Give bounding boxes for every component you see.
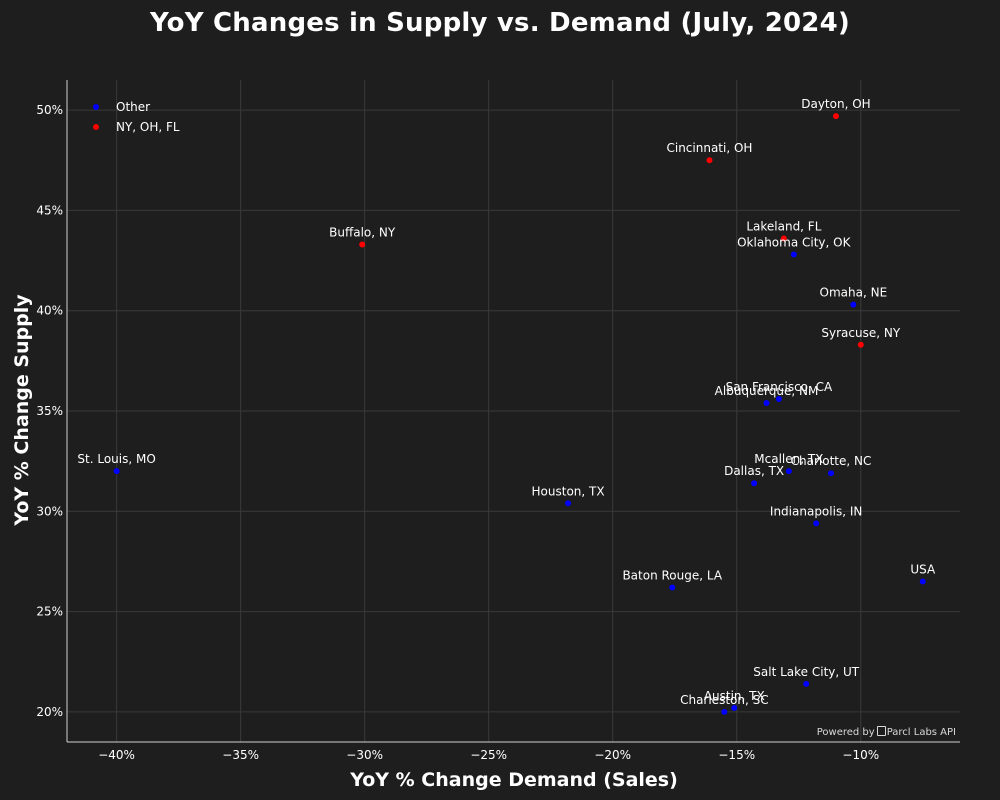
data-point-label: Charleston, SC	[680, 693, 769, 707]
data-point-label: Houston, TX	[532, 484, 605, 498]
data-point-label: Baton Rouge, LA	[622, 569, 722, 583]
legend-marker	[93, 124, 99, 130]
data-point[interactable]	[813, 520, 820, 527]
y-tick-label: 45%	[36, 203, 63, 217]
y-tick-label: 50%	[36, 103, 63, 117]
data-point-label: USA	[910, 563, 936, 577]
data-point[interactable]	[790, 251, 797, 258]
data-point-label: Albuquerque, NM	[715, 384, 819, 398]
data-point[interactable]	[763, 399, 770, 406]
data-point[interactable]	[775, 395, 782, 402]
data-point-label: Dallas, TX	[724, 464, 784, 478]
x-tick-label: −25%	[470, 748, 507, 762]
data-point-label: Charlotte, NC	[791, 454, 872, 468]
data-point[interactable]	[828, 470, 835, 477]
data-point[interactable]	[731, 704, 738, 711]
data-point-label: Salt Lake City, UT	[753, 665, 860, 679]
data-point-label: Mcallen, TX	[754, 452, 823, 466]
data-point[interactable]	[113, 468, 120, 475]
data-point[interactable]	[359, 241, 366, 248]
data-point-label: Oklahoma City, OK	[737, 236, 851, 250]
data-point[interactable]	[780, 235, 787, 242]
data-point-label: Buffalo, NY	[329, 225, 396, 239]
y-tick-label: 35%	[36, 404, 63, 418]
axes: −40% −35% −30% −25% −20% −15% −10% 20% 25% 30% 35%…	[36, 80, 960, 762]
data-point-label: Cincinnati, OH	[666, 141, 752, 155]
parcl-logo-icon	[876, 726, 886, 736]
legend: Other NY, OH, FL	[93, 100, 180, 134]
data-point-label: Omaha, NE	[820, 286, 888, 300]
x-tick-label: −15%	[718, 748, 755, 762]
y-axis-title: YoY % Change Supply	[11, 294, 33, 526]
y-tick-label: 25%	[36, 605, 63, 619]
watermark-brand: Parcl Labs API	[886, 727, 956, 738]
data-point[interactable]	[850, 301, 857, 308]
data-point[interactable]	[803, 680, 810, 687]
point-labels: St. Louis, MO Houston, TX Baton Rouge, LA D…	[77, 97, 936, 707]
data-point[interactable]	[857, 341, 864, 348]
data-point-label: Lakeland, FL	[746, 219, 821, 233]
legend-marker	[93, 104, 99, 110]
x-tick-label: −10%	[842, 748, 879, 762]
grid-lines	[67, 80, 960, 742]
watermark: Powered by Parcl Labs API	[817, 726, 956, 738]
data-point[interactable]	[832, 113, 839, 120]
data-point[interactable]	[751, 480, 758, 487]
x-tick-label: −35%	[222, 748, 259, 762]
data-point-label: St. Louis, MO	[77, 452, 155, 466]
data-point[interactable]	[669, 584, 676, 591]
legend-entry[interactable]: Other	[116, 100, 150, 114]
x-axis-title: YoY % Change Demand (Sales)	[350, 769, 678, 791]
x-tick-label: −20%	[594, 748, 631, 762]
legend-entry[interactable]: NY, OH, FL	[116, 120, 180, 134]
data-point[interactable]	[565, 500, 572, 507]
data-point-label: Syracuse, NY	[821, 326, 900, 340]
chart-title: YoY Changes in Supply vs. Demand (July, …	[150, 8, 850, 38]
data-point[interactable]	[919, 578, 926, 585]
data-point[interactable]	[706, 157, 713, 164]
data-point-label: San Francisco, CA	[726, 380, 833, 394]
x-tick-label: −40%	[98, 748, 135, 762]
data-point[interactable]	[721, 708, 728, 715]
y-tick-label: 40%	[36, 304, 63, 318]
y-tick-label: 20%	[36, 705, 63, 719]
data-point[interactable]	[785, 468, 792, 475]
watermark-prefix: Powered by	[816, 727, 875, 738]
y-tick-label: 30%	[36, 504, 63, 518]
data-point-label: Dayton, OH	[801, 97, 870, 111]
data-point-label: Austin, TX	[704, 689, 765, 703]
data-points	[113, 113, 926, 715]
x-tick-label: −30%	[346, 748, 383, 762]
data-point-label: Indianapolis, IN	[770, 504, 862, 518]
